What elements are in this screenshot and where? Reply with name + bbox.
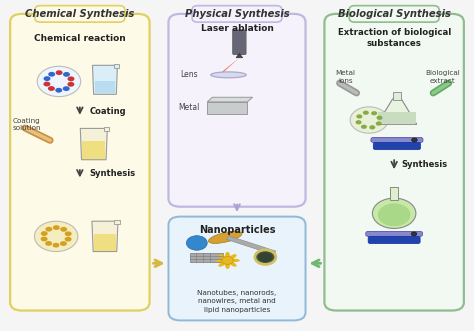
Text: Extraction of biological
substances: Extraction of biological substances: [337, 27, 451, 48]
Text: Metal
ions: Metal ions: [336, 71, 356, 84]
Text: Lens: Lens: [180, 71, 198, 79]
Ellipse shape: [209, 231, 242, 243]
Text: Biological
extract: Biological extract: [425, 71, 460, 84]
FancyBboxPatch shape: [168, 216, 306, 320]
Text: Chemical Synthesis: Chemical Synthesis: [25, 9, 135, 19]
Circle shape: [55, 88, 62, 93]
Circle shape: [378, 204, 410, 226]
Text: Biological Synthesis: Biological Synthesis: [337, 9, 451, 19]
Ellipse shape: [211, 72, 246, 78]
Text: Coating: Coating: [89, 107, 126, 116]
Text: Nanoparticles: Nanoparticles: [199, 225, 275, 235]
Circle shape: [65, 231, 72, 236]
Circle shape: [44, 82, 50, 86]
Polygon shape: [378, 112, 416, 123]
Text: Metal: Metal: [178, 103, 199, 112]
Circle shape: [44, 76, 51, 81]
FancyBboxPatch shape: [10, 14, 150, 310]
Circle shape: [55, 70, 63, 75]
Ellipse shape: [215, 259, 226, 262]
Circle shape: [363, 111, 369, 115]
Circle shape: [41, 237, 47, 241]
Text: Chemical reaction: Chemical reaction: [34, 34, 126, 43]
Ellipse shape: [228, 261, 237, 267]
Bar: [103, 127, 109, 131]
Circle shape: [63, 86, 70, 91]
Bar: [391, 187, 398, 200]
Text: Synthesis: Synthesis: [401, 160, 447, 169]
Circle shape: [48, 86, 55, 91]
Ellipse shape: [225, 252, 230, 259]
Polygon shape: [377, 95, 417, 124]
Bar: [114, 220, 120, 224]
Bar: [207, 102, 247, 115]
Circle shape: [45, 241, 52, 246]
Text: Physical Synthesis: Physical Synthesis: [185, 9, 289, 19]
Circle shape: [411, 138, 417, 142]
FancyBboxPatch shape: [371, 137, 423, 142]
Bar: [393, 92, 401, 100]
Circle shape: [373, 198, 416, 228]
Circle shape: [356, 114, 363, 118]
Circle shape: [46, 227, 52, 232]
Circle shape: [67, 82, 74, 87]
Ellipse shape: [229, 259, 240, 262]
FancyBboxPatch shape: [324, 14, 464, 310]
Polygon shape: [80, 128, 107, 160]
Circle shape: [255, 250, 276, 264]
Ellipse shape: [219, 261, 227, 267]
Circle shape: [361, 125, 367, 129]
Circle shape: [60, 241, 67, 246]
Text: Coating
solution: Coating solution: [12, 118, 41, 131]
Bar: [190, 253, 223, 262]
Circle shape: [64, 237, 72, 242]
Circle shape: [37, 66, 81, 97]
FancyBboxPatch shape: [192, 6, 282, 22]
Polygon shape: [94, 81, 115, 93]
Polygon shape: [207, 97, 253, 102]
Circle shape: [371, 111, 377, 116]
Ellipse shape: [225, 262, 230, 269]
FancyBboxPatch shape: [374, 142, 420, 150]
Circle shape: [53, 225, 60, 230]
FancyBboxPatch shape: [168, 14, 306, 207]
Circle shape: [376, 116, 383, 120]
Circle shape: [369, 125, 375, 129]
Bar: [114, 64, 119, 68]
Polygon shape: [227, 236, 276, 255]
Circle shape: [63, 72, 70, 77]
Ellipse shape: [228, 254, 237, 260]
Polygon shape: [94, 234, 116, 251]
FancyBboxPatch shape: [233, 30, 246, 54]
FancyBboxPatch shape: [368, 236, 420, 244]
Circle shape: [41, 231, 48, 236]
FancyBboxPatch shape: [366, 231, 422, 236]
FancyBboxPatch shape: [35, 6, 125, 22]
Circle shape: [350, 107, 388, 133]
Text: Laser ablation: Laser ablation: [201, 24, 273, 33]
Circle shape: [376, 121, 382, 126]
Circle shape: [356, 120, 362, 124]
Circle shape: [186, 236, 207, 250]
FancyBboxPatch shape: [349, 6, 439, 22]
Circle shape: [60, 227, 67, 232]
Circle shape: [411, 232, 417, 236]
Circle shape: [258, 252, 273, 262]
Polygon shape: [92, 65, 118, 94]
Polygon shape: [236, 53, 243, 58]
Text: Nanotubes, nanorods,
nanowires, metal and
lipid nanoparticles: Nanotubes, nanorods, nanowires, metal an…: [197, 290, 277, 312]
Text: Synthesis: Synthesis: [89, 169, 136, 178]
Polygon shape: [82, 141, 105, 159]
Circle shape: [53, 243, 59, 248]
Circle shape: [35, 221, 78, 252]
Polygon shape: [92, 221, 118, 252]
Circle shape: [222, 257, 233, 264]
Circle shape: [67, 76, 74, 81]
Circle shape: [48, 72, 55, 77]
Polygon shape: [215, 58, 239, 77]
Ellipse shape: [219, 254, 227, 260]
